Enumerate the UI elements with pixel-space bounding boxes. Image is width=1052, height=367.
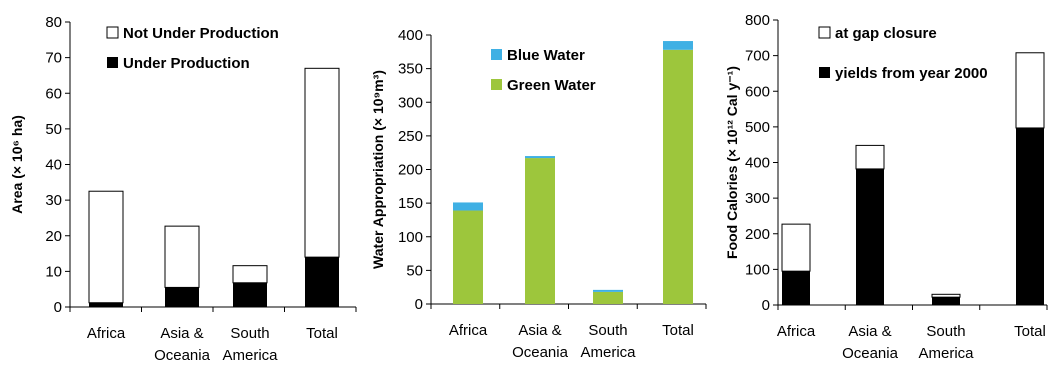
bar-segment bbox=[305, 257, 339, 307]
category-label: Total bbox=[306, 325, 338, 342]
y-tick-label: 20 bbox=[45, 228, 62, 245]
chart-2: 0 50 100 150 200 250 300 350 400 Africa Asia & Ocea… bbox=[370, 27, 707, 361]
y-axis-label: Food Calories (× 10¹² Cal y⁻¹) bbox=[724, 66, 740, 259]
y-tick-label: 150 bbox=[398, 195, 423, 212]
bar-segment bbox=[932, 297, 960, 305]
y-tick-label: 60 bbox=[45, 85, 62, 102]
bar-segment bbox=[525, 158, 555, 304]
y-tick-label: 300 bbox=[745, 190, 770, 207]
bar-segment bbox=[1015, 52, 1045, 129]
legend-label: Green Water bbox=[507, 77, 596, 94]
category-label: Asia & Oceania bbox=[154, 325, 211, 364]
y-tick-label: 50 bbox=[45, 121, 62, 138]
legend-swatch bbox=[819, 67, 830, 78]
legend-label: yields from year 2000 bbox=[835, 65, 988, 82]
bar-segment bbox=[855, 144, 885, 170]
legend-swatch bbox=[491, 49, 502, 60]
y-axis-label: Area (× 10⁶ ha) bbox=[9, 115, 25, 214]
bar-segment bbox=[593, 289, 623, 292]
y-tick-label: 800 bbox=[745, 12, 770, 29]
y-tick-label: 0 bbox=[415, 296, 423, 313]
bar-segment bbox=[453, 210, 483, 304]
y-tick-label: 0 bbox=[54, 299, 62, 316]
category-label: Africa bbox=[87, 325, 126, 342]
y-tick-label: 400 bbox=[745, 155, 770, 172]
bar-segment bbox=[931, 293, 961, 298]
category-label: Asia & Oceania bbox=[842, 323, 899, 362]
category-label: South America bbox=[222, 325, 278, 364]
bar-segment bbox=[856, 168, 884, 305]
bar-segment bbox=[233, 282, 267, 307]
bar-segment bbox=[89, 302, 123, 307]
y-tick-label: 200 bbox=[398, 162, 423, 179]
bar-segment bbox=[1016, 127, 1044, 305]
legend-swatch bbox=[491, 79, 502, 90]
category-label: Asia & Oceania bbox=[512, 322, 569, 361]
y-axis-label: Water Appropriation (× 10⁹m³) bbox=[370, 70, 386, 269]
bar-segment bbox=[164, 225, 200, 288]
y-tick-label: 600 bbox=[745, 83, 770, 100]
bar-segment bbox=[453, 202, 483, 211]
legend-label: at gap closure bbox=[835, 25, 937, 42]
legend-swatch bbox=[107, 57, 118, 68]
category-label: Africa bbox=[777, 323, 816, 340]
category-label: South America bbox=[580, 322, 636, 361]
y-tick-label: 200 bbox=[745, 226, 770, 243]
y-tick-label: 500 bbox=[745, 119, 770, 136]
y-tick-label: 80 bbox=[45, 14, 62, 31]
category-label: South America bbox=[918, 323, 974, 362]
chart-1: 0 10 20 30 40 50 60 70 80 Africa Asia & Oceania Sout… bbox=[9, 14, 357, 364]
bar-segment bbox=[593, 291, 623, 304]
y-tick-label: 100 bbox=[398, 229, 423, 246]
y-tick-label: 10 bbox=[45, 263, 62, 280]
bar-segment bbox=[525, 156, 555, 159]
y-tick-label: 30 bbox=[45, 192, 62, 209]
y-tick-label: 400 bbox=[398, 27, 423, 44]
category-label: Total bbox=[1014, 323, 1046, 340]
category-label: Africa bbox=[449, 322, 488, 339]
bar-segment bbox=[88, 190, 124, 304]
y-tick-label: 50 bbox=[406, 262, 423, 279]
chart-3: 0 100 200 300 400 500 600 700 800 Africa Asia & Oce… bbox=[724, 12, 1048, 362]
bar-segment bbox=[781, 223, 811, 272]
bar-segment bbox=[232, 265, 268, 284]
bar-segment bbox=[165, 287, 199, 307]
legend-label: Under Production bbox=[123, 55, 250, 72]
bar-segment bbox=[663, 41, 693, 50]
y-tick-label: 40 bbox=[45, 157, 62, 174]
y-tick-label: 70 bbox=[45, 50, 62, 67]
y-tick-label: 300 bbox=[398, 94, 423, 111]
y-tick-label: 100 bbox=[745, 261, 770, 278]
category-label: Total bbox=[662, 322, 694, 339]
bar-segment bbox=[782, 271, 810, 305]
bar-segment bbox=[304, 67, 340, 258]
y-tick-label: 0 bbox=[762, 297, 770, 314]
legend-swatch bbox=[106, 26, 119, 39]
bar-segment bbox=[663, 49, 693, 304]
y-tick-label: 350 bbox=[398, 61, 423, 78]
y-tick-label: 700 bbox=[745, 48, 770, 65]
legend-label: Blue Water bbox=[507, 47, 585, 64]
legend-swatch bbox=[818, 26, 831, 39]
legend-label: Not Under Production bbox=[123, 25, 279, 42]
y-tick-label: 250 bbox=[398, 128, 423, 145]
